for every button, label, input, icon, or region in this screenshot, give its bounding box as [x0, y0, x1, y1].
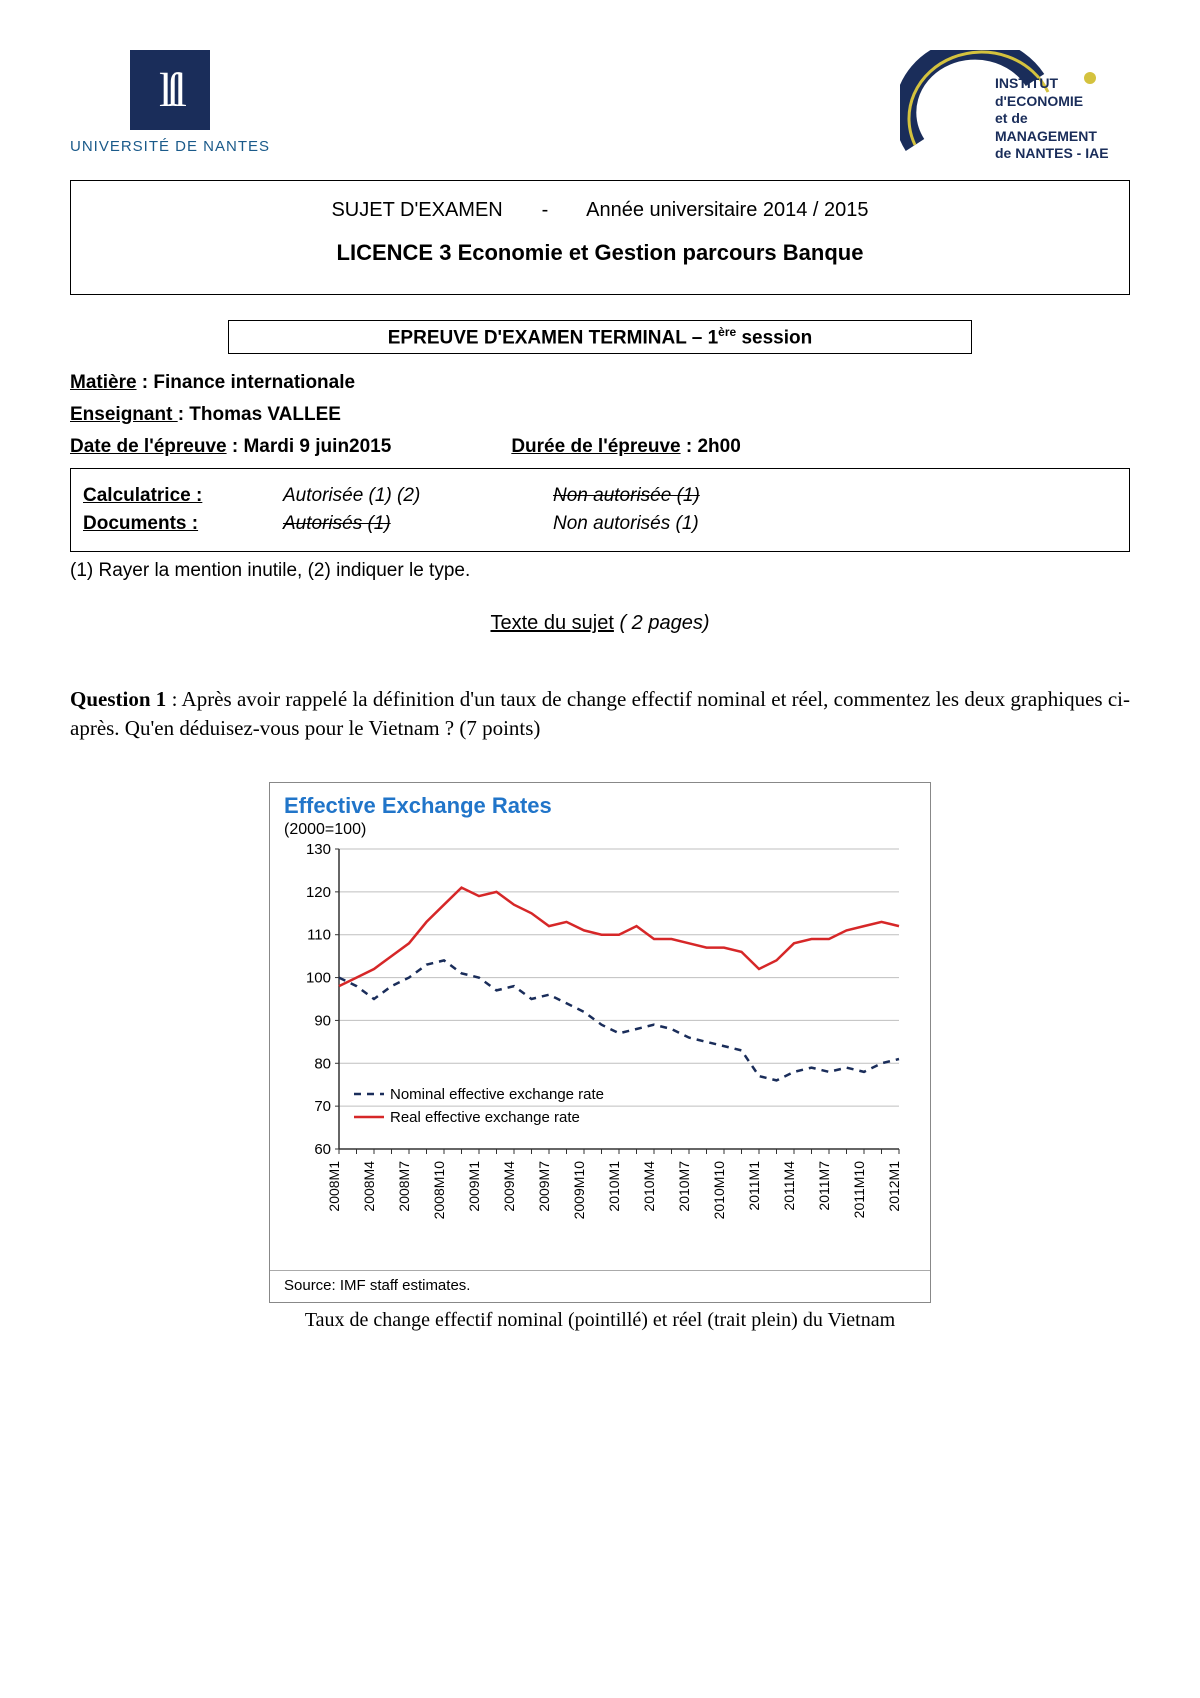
enseignant-line: Enseignant : Thomas VALLEE — [70, 404, 1130, 426]
session-suffix: session — [736, 327, 812, 348]
calc-row-1: Calculatrice : Autorisée (1) (2) Non aut… — [83, 485, 1117, 507]
matiere-line: Matière : Finance internationale — [70, 372, 1130, 394]
svg-text:2011M4: 2011M4 — [781, 1161, 797, 1211]
svg-text:2008M4: 2008M4 — [361, 1161, 377, 1212]
svg-text:2008M1: 2008M1 — [326, 1161, 342, 1212]
chart-plot-area: 60 70 80 90 100 110 120 130 2008M1 2008M4 2008M7 20… — [270, 839, 930, 1270]
svg-text:2010M7: 2010M7 — [676, 1161, 692, 1212]
sujet-label: SUJET D'EXAMEN — [331, 199, 502, 221]
title-line1: SUJET D'EXAMEN - Année universitaire 201… — [91, 199, 1109, 222]
svg-text:2008M7: 2008M7 — [396, 1161, 412, 1212]
svg-text:2009M4: 2009M4 — [501, 1161, 517, 1212]
iae-l3: et de MANAGEMENT — [995, 110, 1130, 145]
date-group: Date de l'épreuve : Mardi 9 juin2015 — [70, 436, 391, 458]
svg-text:2009M7: 2009M7 — [536, 1161, 552, 1212]
date-value: : Mardi 9 juin2015 — [227, 436, 392, 457]
logo-box: lſl — [130, 50, 210, 130]
matiere-value: : Finance internationale — [137, 372, 356, 393]
svg-text:110: 110 — [307, 927, 331, 944]
iae-l4: de NANTES - IAE — [995, 145, 1130, 163]
calc-notallowed: Non autorisée (1) — [553, 485, 700, 506]
header-row: lſl UNIVERSITÉ DE NANTES INSTITUT d'ECON… — [70, 50, 1130, 160]
subject-pages: ( 2 pages) — [614, 612, 710, 634]
iae-text: INSTITUT d'ECONOMIE et de MANAGEMENT de … — [995, 75, 1130, 163]
svg-text:2009M1: 2009M1 — [466, 1161, 482, 1212]
enseignant-label: Enseignant — [70, 404, 178, 425]
duree-label: Durée de l'épreuve — [511, 436, 680, 457]
chart-header: Effective Exchange Rates (2000=100) — [270, 783, 930, 839]
title-box: SUJET D'EXAMEN - Année universitaire 201… — [70, 180, 1130, 295]
svg-text:2010M4: 2010M4 — [641, 1161, 657, 1212]
session-box: EPREUVE D'EXAMEN TERMINAL – 1ère session — [228, 320, 972, 354]
svg-text:2011M7: 2011M7 — [816, 1161, 832, 1211]
exchange-rate-chart: 60 70 80 90 100 110 120 130 2008M1 2008M4 2008M7 20… — [284, 839, 916, 1259]
logo-glyph: lſl — [159, 63, 181, 118]
subject-title: Texte du sujet ( 2 pages) — [70, 612, 1130, 635]
svg-text:2011M10: 2011M10 — [851, 1161, 867, 1219]
footnote: (1) Rayer la mention inutile, (2) indiqu… — [70, 560, 1130, 582]
title-line2: LICENCE 3 Economie et Gestion parcours B… — [91, 240, 1109, 266]
calc-label: Calculatrice : — [83, 485, 283, 507]
session-prefix: EPREUVE D'EXAMEN TERMINAL – 1 — [388, 327, 718, 348]
subject-ul: Texte du sujet — [490, 612, 613, 634]
title-sep: - — [542, 199, 549, 221]
enseignant-value: : Thomas VALLEE — [178, 404, 341, 425]
svg-text:Nominal effective exchange rat: Nominal effective exchange rate — [390, 1086, 604, 1103]
svg-text:70: 70 — [314, 1098, 331, 1115]
duree-value: : 2h00 — [681, 436, 741, 457]
iae-l2: d'ECONOMIE — [995, 93, 1130, 111]
chart-container: Effective Exchange Rates (2000=100) 60 70… — [269, 782, 931, 1303]
svg-text:2009M10: 2009M10 — [571, 1161, 587, 1220]
svg-text:60: 60 — [314, 1141, 331, 1158]
matiere-label: Matière — [70, 372, 137, 393]
calc-allowed: Autorisée (1) (2) — [283, 485, 553, 507]
svg-text:2011M1: 2011M1 — [746, 1161, 762, 1211]
universite-label: UNIVERSITÉ DE NANTES — [70, 138, 270, 155]
svg-text:100: 100 — [306, 970, 331, 987]
date-duree-line: Date de l'épreuve : Mardi 9 juin2015 Dur… — [70, 436, 1130, 458]
q1-bold: Question 1 — [70, 687, 166, 711]
q1-text: : Après avoir rappelé la définition d'un… — [70, 687, 1130, 739]
docs-allowed: Autorisés (1) — [283, 513, 391, 534]
chart-title: Effective Exchange Rates — [284, 793, 916, 819]
question-1: Question 1 : Après avoir rappelé la défi… — [70, 685, 1130, 742]
docs-label: Documents : — [83, 513, 283, 535]
iae-l1: INSTITUT — [995, 75, 1130, 93]
chart-subtitle: (2000=100) — [284, 821, 916, 839]
chart-caption: Taux de change effectif nominal (pointil… — [70, 1309, 1130, 1332]
date-label: Date de l'épreuve — [70, 436, 227, 457]
chart-source: Source: IMF staff estimates. — [270, 1270, 930, 1302]
svg-text:2010M1: 2010M1 — [606, 1161, 622, 1212]
iae-nantes-logo: INSTITUT d'ECONOMIE et de MANAGEMENT de … — [900, 50, 1130, 160]
annee-label: Année universitaire 2014 / 2015 — [586, 199, 868, 221]
exam-page: lſl UNIVERSITÉ DE NANTES INSTITUT d'ECON… — [0, 0, 1200, 1412]
duree-group: Durée de l'épreuve : 2h00 — [511, 436, 740, 458]
svg-text:2012M1: 2012M1 — [886, 1161, 902, 1212]
universite-nantes-logo: lſl UNIVERSITÉ DE NANTES — [70, 50, 270, 155]
svg-text:120: 120 — [306, 884, 331, 901]
svg-text:80: 80 — [314, 1055, 331, 1072]
docs-notallowed: Non autorisés (1) — [553, 513, 699, 535]
svg-text:2008M10: 2008M10 — [431, 1161, 447, 1220]
svg-text:2010M10: 2010M10 — [711, 1161, 727, 1220]
calc-row-2: Documents : Autorisés (1) Non autorisés … — [83, 513, 1117, 535]
svg-text:130: 130 — [306, 841, 331, 858]
calc-box: Calculatrice : Autorisée (1) (2) Non aut… — [70, 468, 1130, 552]
session-sup: ère — [718, 325, 736, 339]
svg-text:Real effective exchange rate: Real effective exchange rate — [390, 1109, 580, 1126]
svg-text:90: 90 — [314, 1012, 331, 1029]
